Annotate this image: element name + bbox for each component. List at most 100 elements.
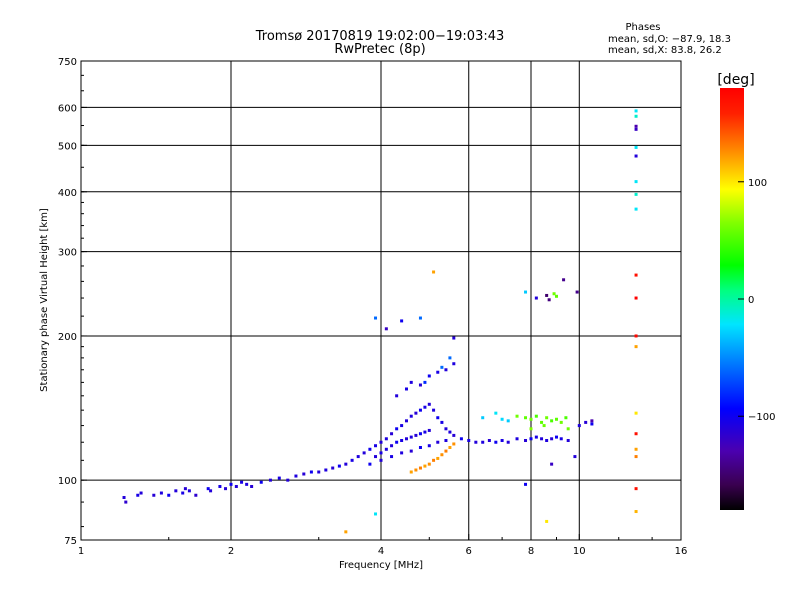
data-point (566, 427, 570, 431)
data-point (277, 476, 281, 480)
data-point (418, 432, 422, 436)
data-point (487, 439, 491, 443)
data-point (575, 290, 579, 294)
data-point (414, 411, 418, 415)
data-point (448, 356, 452, 360)
data-point (494, 440, 498, 444)
x-tick-label: 8 (528, 546, 534, 557)
data-point (206, 487, 210, 491)
stats-title: Phases (625, 22, 660, 33)
data-point (634, 510, 638, 514)
data-point (423, 405, 427, 409)
x-axis-label: Frequency [MHz] (339, 560, 423, 571)
data-point (379, 440, 383, 444)
y-axis-ticks: 75 100 200 300 400 500 600 750 (58, 57, 87, 547)
data-point (534, 296, 538, 300)
data-point (432, 458, 436, 462)
data-point (218, 484, 222, 488)
data-point (427, 462, 431, 466)
colorbar-tick-label: 100 (748, 178, 767, 189)
data-point (374, 512, 378, 516)
data-point (400, 319, 404, 323)
data-point (159, 491, 163, 495)
data-point (374, 455, 378, 459)
data-point (167, 493, 171, 497)
x-axis-ticks: 1 2 4 6 8 10 16 (78, 534, 687, 557)
data-point (634, 127, 638, 131)
data-point (427, 428, 431, 432)
data-point (139, 491, 143, 495)
data-point (444, 368, 448, 372)
data-point (542, 424, 546, 428)
data-point (452, 336, 456, 340)
data-point (444, 449, 448, 453)
x-tick-label: 4 (378, 546, 384, 557)
data-point (183, 487, 187, 491)
data-point (427, 374, 431, 378)
data-point (427, 444, 431, 448)
data-point (444, 439, 448, 443)
data-point (344, 530, 348, 534)
data-point (436, 440, 440, 444)
gridlines (81, 61, 681, 540)
data-point (444, 427, 448, 431)
data-point (368, 462, 372, 466)
data-point (634, 334, 638, 338)
data-point (634, 109, 638, 113)
data-point (634, 145, 638, 149)
data-point (344, 462, 348, 466)
data-point (634, 273, 638, 277)
data-point (459, 437, 463, 441)
data-point (634, 207, 638, 211)
data-point (390, 455, 394, 459)
stats-o-mode: mean, sd,O: −87.9, 18.3 (608, 34, 731, 45)
data-point (545, 416, 549, 420)
data-point (409, 470, 413, 474)
data-point (350, 458, 354, 462)
colorbar-ticks: 100 0 −100 (738, 178, 775, 423)
data-point (590, 419, 594, 423)
data-point (534, 414, 538, 418)
data-point (418, 466, 422, 470)
data-point (368, 447, 372, 451)
data-point (467, 439, 471, 443)
data-point (634, 345, 638, 349)
data-point (506, 440, 510, 444)
data-point (427, 402, 431, 406)
data-point (448, 445, 452, 449)
data-point (404, 437, 408, 441)
data-point (414, 433, 418, 437)
y-tick-label: 75 (64, 536, 77, 547)
data-point (634, 124, 638, 128)
data-point (500, 417, 504, 421)
data-point (400, 439, 404, 443)
stats-x-mode: mean, sd,X: 83.8, 26.2 (608, 45, 722, 56)
data-point (384, 437, 388, 441)
x-tick-label: 2 (228, 546, 234, 557)
data-point (634, 411, 638, 415)
x-tick-label: 6 (466, 546, 472, 557)
data-point (384, 447, 388, 451)
data-point (181, 491, 185, 495)
data-point (452, 442, 456, 446)
data-point (452, 362, 456, 366)
data-point (409, 380, 413, 384)
data-point (529, 437, 533, 441)
data-point (187, 489, 191, 493)
data-point (423, 430, 427, 434)
data-point (634, 455, 638, 459)
data-point (474, 440, 478, 444)
data-point (545, 519, 549, 523)
x-tick-label: 1 (78, 546, 84, 557)
data-point (432, 408, 436, 412)
data-point (550, 462, 554, 466)
data-point (584, 420, 588, 424)
data-point (324, 468, 328, 472)
data-point (124, 500, 128, 504)
data-point (390, 444, 394, 448)
data-point (452, 433, 456, 437)
data-point (423, 464, 427, 468)
data-point (423, 380, 427, 384)
data-point (404, 387, 408, 391)
